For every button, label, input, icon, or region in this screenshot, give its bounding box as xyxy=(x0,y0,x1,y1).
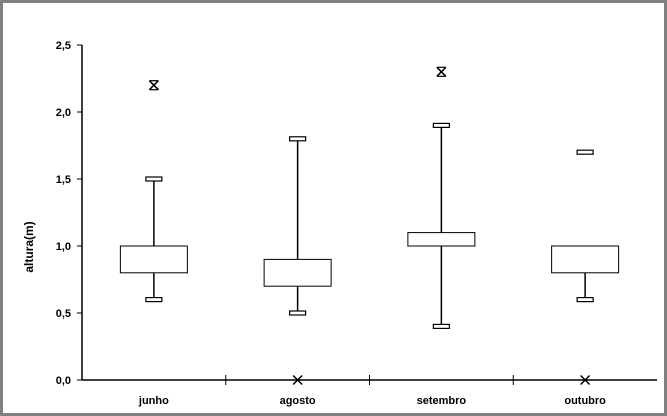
y-tick-label: 2,0 xyxy=(56,107,71,119)
whisker-cap-low xyxy=(432,323,450,329)
outlier-marker xyxy=(580,374,591,386)
x-tick-label: outubro xyxy=(564,395,606,407)
axes xyxy=(81,45,657,381)
outlier-stroke xyxy=(148,80,159,91)
outlier-marker xyxy=(148,80,159,91)
whisker-cap-low xyxy=(576,297,594,303)
outlier-marker xyxy=(436,66,447,77)
y-tick-label: 1,0 xyxy=(56,241,71,253)
y-axis-title: altura(m) xyxy=(22,221,36,272)
box-group-setembro xyxy=(407,66,476,329)
box-iqr xyxy=(407,232,476,247)
x-axis-ticks: junho agosto setembro outubro xyxy=(138,375,606,407)
whisker-cap-high xyxy=(432,122,450,129)
y-tick-label: 0,0 xyxy=(56,375,71,387)
outlier-marker xyxy=(292,374,303,386)
whisker-cap-high xyxy=(289,136,307,142)
box-iqr xyxy=(551,245,620,274)
box-group-junho xyxy=(119,80,188,303)
boxes xyxy=(119,66,620,386)
y-axis-ticks: 0,0 0,5 1,0 1,5 2,0 2,5 xyxy=(56,40,82,387)
outlier-stroke xyxy=(436,66,447,77)
box-group-agosto xyxy=(263,136,332,386)
y-tick-label: 0,5 xyxy=(56,308,71,320)
x-tick-label: junho xyxy=(138,395,169,407)
box-iqr xyxy=(263,258,332,287)
x-tick-label: agosto xyxy=(280,395,316,407)
y-tick-label: 1,5 xyxy=(56,174,71,186)
outlier-stroke xyxy=(580,374,591,386)
whisker-cap-high xyxy=(145,176,163,182)
y-tick-label: 2,5 xyxy=(56,40,71,52)
whisker-cap-high xyxy=(576,149,594,155)
x-tick-label: setembro xyxy=(417,395,467,407)
box-group-outubro xyxy=(551,149,620,386)
whisker-cap-low xyxy=(145,297,163,303)
outlier-stroke xyxy=(292,374,303,386)
box-iqr xyxy=(119,245,188,274)
whisker-cap-low xyxy=(289,310,307,316)
